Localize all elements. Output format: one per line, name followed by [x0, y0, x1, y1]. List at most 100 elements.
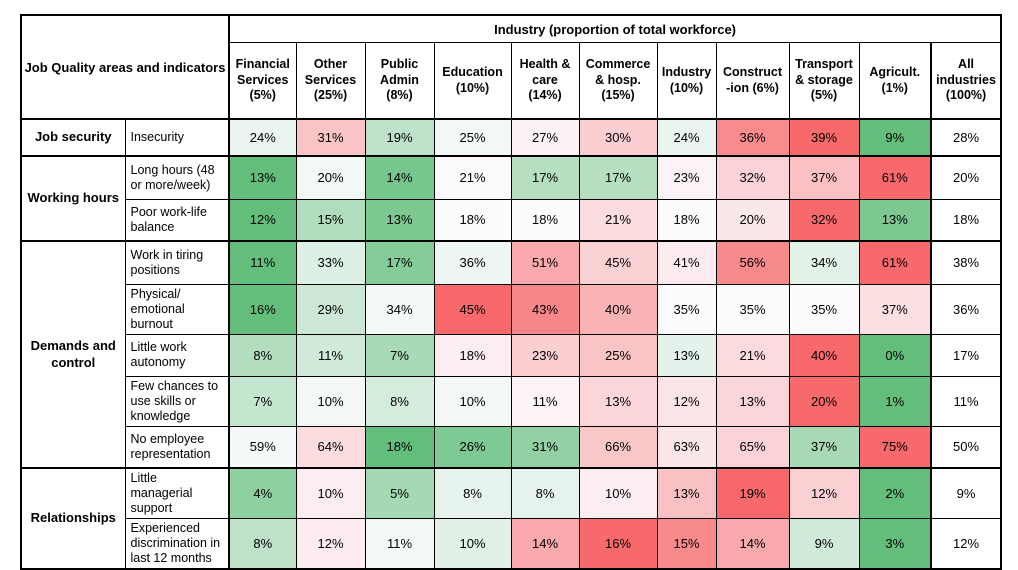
value-cell: 10%	[295, 467, 366, 519]
value-cell: 13%	[858, 198, 932, 242]
value-cell: 9%	[788, 518, 860, 570]
value-cell: 37%	[788, 425, 860, 469]
indicator-label: Little managerial support	[124, 467, 230, 519]
value-cell: 35%	[656, 283, 717, 335]
table-row: Relationships Little managerial support 4%…	[20, 467, 1002, 570]
value-cell: 8%	[510, 467, 580, 519]
value-cell: 35%	[788, 283, 860, 335]
value-cell: 17%	[578, 155, 658, 200]
title-row: Job Quality areas and indicators Industr…	[20, 14, 1002, 120]
table-row: Physical/ emotional burnout 16% 29% 34% 45% 4…	[21, 283, 1002, 335]
value-cell: 20%	[295, 155, 366, 200]
value-cell: 24%	[228, 118, 297, 157]
column-header-education: Education (10%)	[433, 42, 512, 120]
table-row: Few chances to use skills or knowledge 7%…	[21, 375, 1002, 427]
value-cell: 10%	[433, 518, 512, 570]
value-cell: 18%	[510, 198, 580, 242]
value-cell: 8%	[364, 375, 435, 427]
value-cell: 45%	[578, 240, 658, 285]
all-industries-value: 28%	[929, 118, 1002, 157]
value-cell: 13%	[228, 155, 297, 200]
value-cell: 75%	[858, 425, 932, 469]
all-industries-value: 20%	[929, 155, 1002, 200]
table-row: No employee representation 59% 64% 18% 26% 31…	[21, 425, 1002, 469]
value-cell: 18%	[433, 333, 512, 377]
value-cell: 10%	[433, 375, 512, 427]
column-header-public-admin: Public Admin (8%)	[364, 42, 435, 120]
table-row: Working hours Long hours (48 or more/week…	[20, 155, 1002, 242]
industry-header-title: Industry (proportion of total workforce)	[228, 14, 1002, 43]
value-cell: 18%	[364, 425, 435, 469]
value-cell: 18%	[433, 198, 512, 242]
value-cell: 59%	[228, 425, 297, 469]
table-row: Experienced discrimination in last 12 mo…	[21, 518, 1002, 570]
column-header-health-care: Health & care (14%)	[510, 42, 580, 120]
value-cell: 29%	[295, 283, 366, 335]
value-cell: 35%	[715, 283, 790, 335]
value-cell: 32%	[715, 155, 790, 200]
column-header-construction: Construct -ion (6%)	[715, 42, 790, 120]
column-header-financial-services: Financial Services (5%)	[228, 42, 297, 120]
table-row: Little work autonomy 8% 11% 7% 18% 23% 25% 13% 2…	[21, 333, 1002, 377]
value-cell: 23%	[656, 155, 717, 200]
all-industries-value: 12%	[929, 518, 1002, 570]
all-industries-value: 9%	[929, 467, 1002, 519]
value-cell: 13%	[364, 198, 435, 242]
value-cell: 7%	[364, 333, 435, 377]
value-cell: 16%	[578, 518, 658, 570]
value-cell: 32%	[788, 198, 860, 242]
value-cell: 14%	[510, 518, 580, 570]
value-cell: 19%	[364, 118, 435, 157]
value-cell: 20%	[788, 375, 860, 427]
value-cell: 5%	[364, 467, 435, 519]
value-cell: 23%	[510, 333, 580, 377]
value-cell: 15%	[295, 198, 366, 242]
value-cell: 24%	[656, 118, 717, 157]
value-cell: 17%	[364, 240, 435, 285]
indicator-label: Physical/ emotional burnout	[124, 283, 230, 335]
value-cell: 36%	[433, 240, 512, 285]
all-industries-value: 11%	[929, 375, 1002, 427]
job-quality-heatmap-table: Job Quality areas and indicators Industr…	[20, 14, 1003, 570]
value-cell: 43%	[510, 283, 580, 335]
indicator-label: Long hours (48 or more/week)	[124, 155, 230, 200]
value-cell: 39%	[788, 118, 860, 157]
value-cell: 7%	[228, 375, 297, 427]
value-cell: 27%	[510, 118, 580, 157]
indicator-label: Few chances to use skills or knowledge	[124, 375, 230, 427]
value-cell: 10%	[578, 467, 658, 519]
value-cell: 20%	[715, 198, 790, 242]
value-cell: 3%	[858, 518, 932, 570]
value-cell: 13%	[656, 333, 717, 377]
group-header-cell: Job security	[20, 118, 126, 157]
indicator-label: Little work autonomy	[124, 333, 230, 377]
value-cell: 21%	[578, 198, 658, 242]
value-cell: 16%	[228, 283, 297, 335]
all-industries-value: 17%	[929, 333, 1002, 377]
value-cell: 13%	[715, 375, 790, 427]
value-cell: 4%	[228, 467, 297, 519]
all-industries-value: 18%	[929, 198, 1002, 242]
value-cell: 14%	[715, 518, 790, 570]
value-cell: 34%	[364, 283, 435, 335]
value-cell: 40%	[788, 333, 860, 377]
value-cell: 12%	[656, 375, 717, 427]
value-cell: 13%	[656, 467, 717, 519]
value-cell: 61%	[858, 240, 932, 285]
page: Job Quality areas and indicators Industr…	[20, 14, 1003, 570]
value-cell: 64%	[295, 425, 366, 469]
value-cell: 12%	[228, 198, 297, 242]
value-cell: 25%	[433, 118, 512, 157]
value-cell: 37%	[788, 155, 860, 200]
value-cell: 11%	[228, 240, 297, 285]
value-cell: 30%	[578, 118, 658, 157]
all-industries-value: 50%	[929, 425, 1002, 469]
column-header-commerce-hosp: Commerce & hosp. (15%)	[578, 42, 658, 120]
table-row: Poor work-life balance 12% 15% 13% 18% 18% 21%…	[21, 198, 1002, 242]
value-cell: 21%	[715, 333, 790, 377]
value-cell: 8%	[433, 467, 512, 519]
value-cell: 2%	[858, 467, 932, 519]
value-cell: 14%	[364, 155, 435, 200]
indicator-label: Insecurity	[124, 118, 230, 157]
indicator-label: Work in tiring positions	[124, 240, 230, 285]
